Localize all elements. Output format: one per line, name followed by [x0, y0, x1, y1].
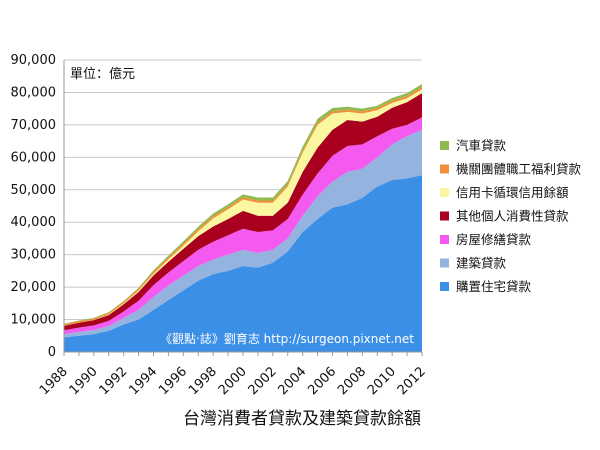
y-tick-label: 30,000 [11, 248, 57, 263]
y-tick-label: 90,000 [11, 53, 57, 68]
y-tick-label: 20,000 [11, 280, 57, 295]
legend-label: 購置住宅貸款 [456, 279, 532, 294]
y-tick-label: 70,000 [11, 118, 57, 133]
y-tick-label: 80,000 [11, 85, 57, 100]
legend-label: 信用卡循環信用餘額 [456, 185, 569, 200]
legend-swatch [440, 235, 449, 244]
area-series-1 [64, 175, 422, 352]
credit-label: 《觀點‧誌》劉育志 http://surgeon.pixnet.net [160, 331, 414, 346]
y-tick-label: 50,000 [11, 183, 57, 198]
y-tick-label: 40,000 [11, 215, 57, 230]
legend-label: 其他個人消費性貸款 [456, 209, 569, 224]
legend-swatch [440, 258, 449, 268]
legend-swatch [440, 141, 449, 150]
y-tick-label: 10,000 [11, 313, 57, 328]
chart-title: 台灣消費者貸款及建築貸款餘額 [183, 409, 421, 429]
area-series-4 [64, 93, 422, 331]
area-series-3 [64, 117, 422, 335]
legend-label: 建築貸款 [456, 256, 507, 271]
legend: 汽車貸款機關團體職工福利貸款信用卡循環信用餘額其他個人消費性貸款房屋修繕貸款建築… [440, 138, 582, 294]
legend-label: 機關團體職工福利貸款 [456, 162, 582, 177]
legend-label: 汽車貸款 [456, 138, 507, 153]
legend-swatch [440, 164, 449, 174]
legend-swatch [440, 211, 449, 221]
legend-label: 房屋修繕貸款 [456, 232, 532, 247]
y-tick-label: 60,000 [11, 150, 57, 165]
y-tick-label: 0 [48, 345, 56, 360]
area-layer [64, 84, 422, 352]
area-series-5 [64, 89, 422, 327]
unit-label: 單位：億元 [70, 66, 135, 82]
legend-swatch [440, 188, 449, 197]
legend-swatch [440, 282, 449, 291]
